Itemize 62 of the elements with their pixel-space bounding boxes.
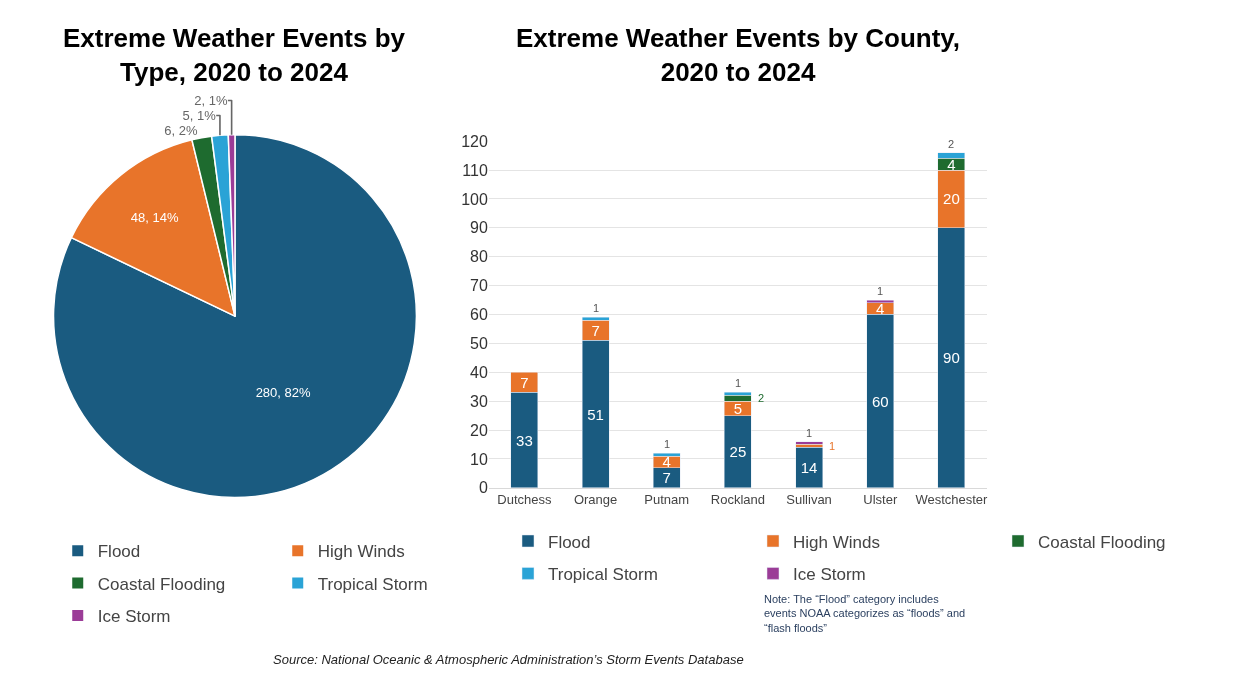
legend-label: Tropical Storm [548, 565, 658, 585]
data-label: 4 [662, 453, 671, 471]
x-tick-label: Rockland [710, 492, 766, 508]
legend-label: High Winds [317, 542, 405, 562]
data-label: 4 [947, 155, 956, 173]
data-label: 4 [876, 300, 885, 318]
data-label: 60 [871, 392, 889, 410]
y-tick-label: 110 [462, 161, 488, 179]
data-label: 7 [662, 469, 671, 487]
data-label: 1 [829, 440, 836, 452]
x-tick-label: Sullivan [786, 492, 832, 508]
data-label: 20 [943, 190, 960, 208]
data-label: 7 [591, 321, 600, 339]
y-tick-label: 80 [470, 248, 488, 266]
chart-title: Extreme Weather Events by Type, 2020 to 2024 [63, 23, 406, 87]
data-label: 1 [806, 427, 813, 439]
data-label: 48, 14% [130, 209, 179, 225]
x-tick-label: Putnam [644, 492, 690, 508]
legend-label: Ice Storm [793, 565, 866, 585]
data-label: 14 [800, 459, 818, 477]
data-label: 2 [758, 392, 765, 404]
data-label: 33 [516, 431, 533, 449]
data-label: 5, 1% [182, 107, 217, 123]
data-label: 1 [664, 438, 671, 450]
data-label: 6, 2% [164, 122, 198, 138]
y-tick-label: 90 [470, 219, 488, 237]
y-tick-label: 30 [470, 392, 488, 410]
legend-label: Coastal Flooding [97, 574, 226, 594]
data-label: 1 [593, 302, 600, 314]
bar [795, 447, 823, 488]
legend-label: Flood [548, 532, 591, 552]
data-label: 2, 1% [194, 92, 228, 108]
legend-label: Coastal Flooding [1038, 532, 1166, 552]
legend-label: Tropical Storm [317, 574, 428, 594]
data-label: 1 [735, 377, 742, 389]
y-tick-label: 50 [470, 334, 488, 352]
y-tick-label: 0 [478, 479, 488, 497]
y-tick-label: 70 [470, 277, 488, 295]
x-tick-label: Ulster [863, 492, 898, 508]
legend-label: Flood [97, 542, 141, 562]
data-label: 5 [733, 399, 743, 417]
data-label: 1 [877, 285, 884, 297]
x-tick-label: Dutchess [497, 492, 553, 508]
y-tick-label: 60 [470, 306, 488, 324]
legend-label: High Winds [793, 532, 880, 552]
x-tick-label: Orange [573, 492, 618, 508]
data-label: 7 [520, 373, 529, 391]
y-tick-label: 40 [470, 363, 488, 381]
text: Note: The “Flood” category includes events NOAA categorizes as “floods” and “flash floods” [764, 593, 966, 634]
data-label: 51 [587, 405, 604, 423]
source-note: Source: National Oceanic & Atmospheric Administration’s Storm Events Database [273, 652, 744, 667]
y-tick-label: 100 [461, 190, 488, 208]
y-tick-label: 10 [470, 450, 488, 468]
y-tick-label: 20 [470, 421, 488, 439]
data-label: 25 [729, 443, 747, 461]
chart-title: Extreme Weather Events by County, 2020 to 2024 [516, 23, 961, 87]
data-label: 90 [943, 349, 960, 367]
data-label: 280, 82% [255, 385, 311, 401]
data-label: 2 [948, 138, 955, 150]
y-tick-label: 120 [461, 132, 488, 150]
x-tick-label: Westchester [915, 492, 989, 508]
legend-label: Ice Storm [97, 607, 171, 627]
